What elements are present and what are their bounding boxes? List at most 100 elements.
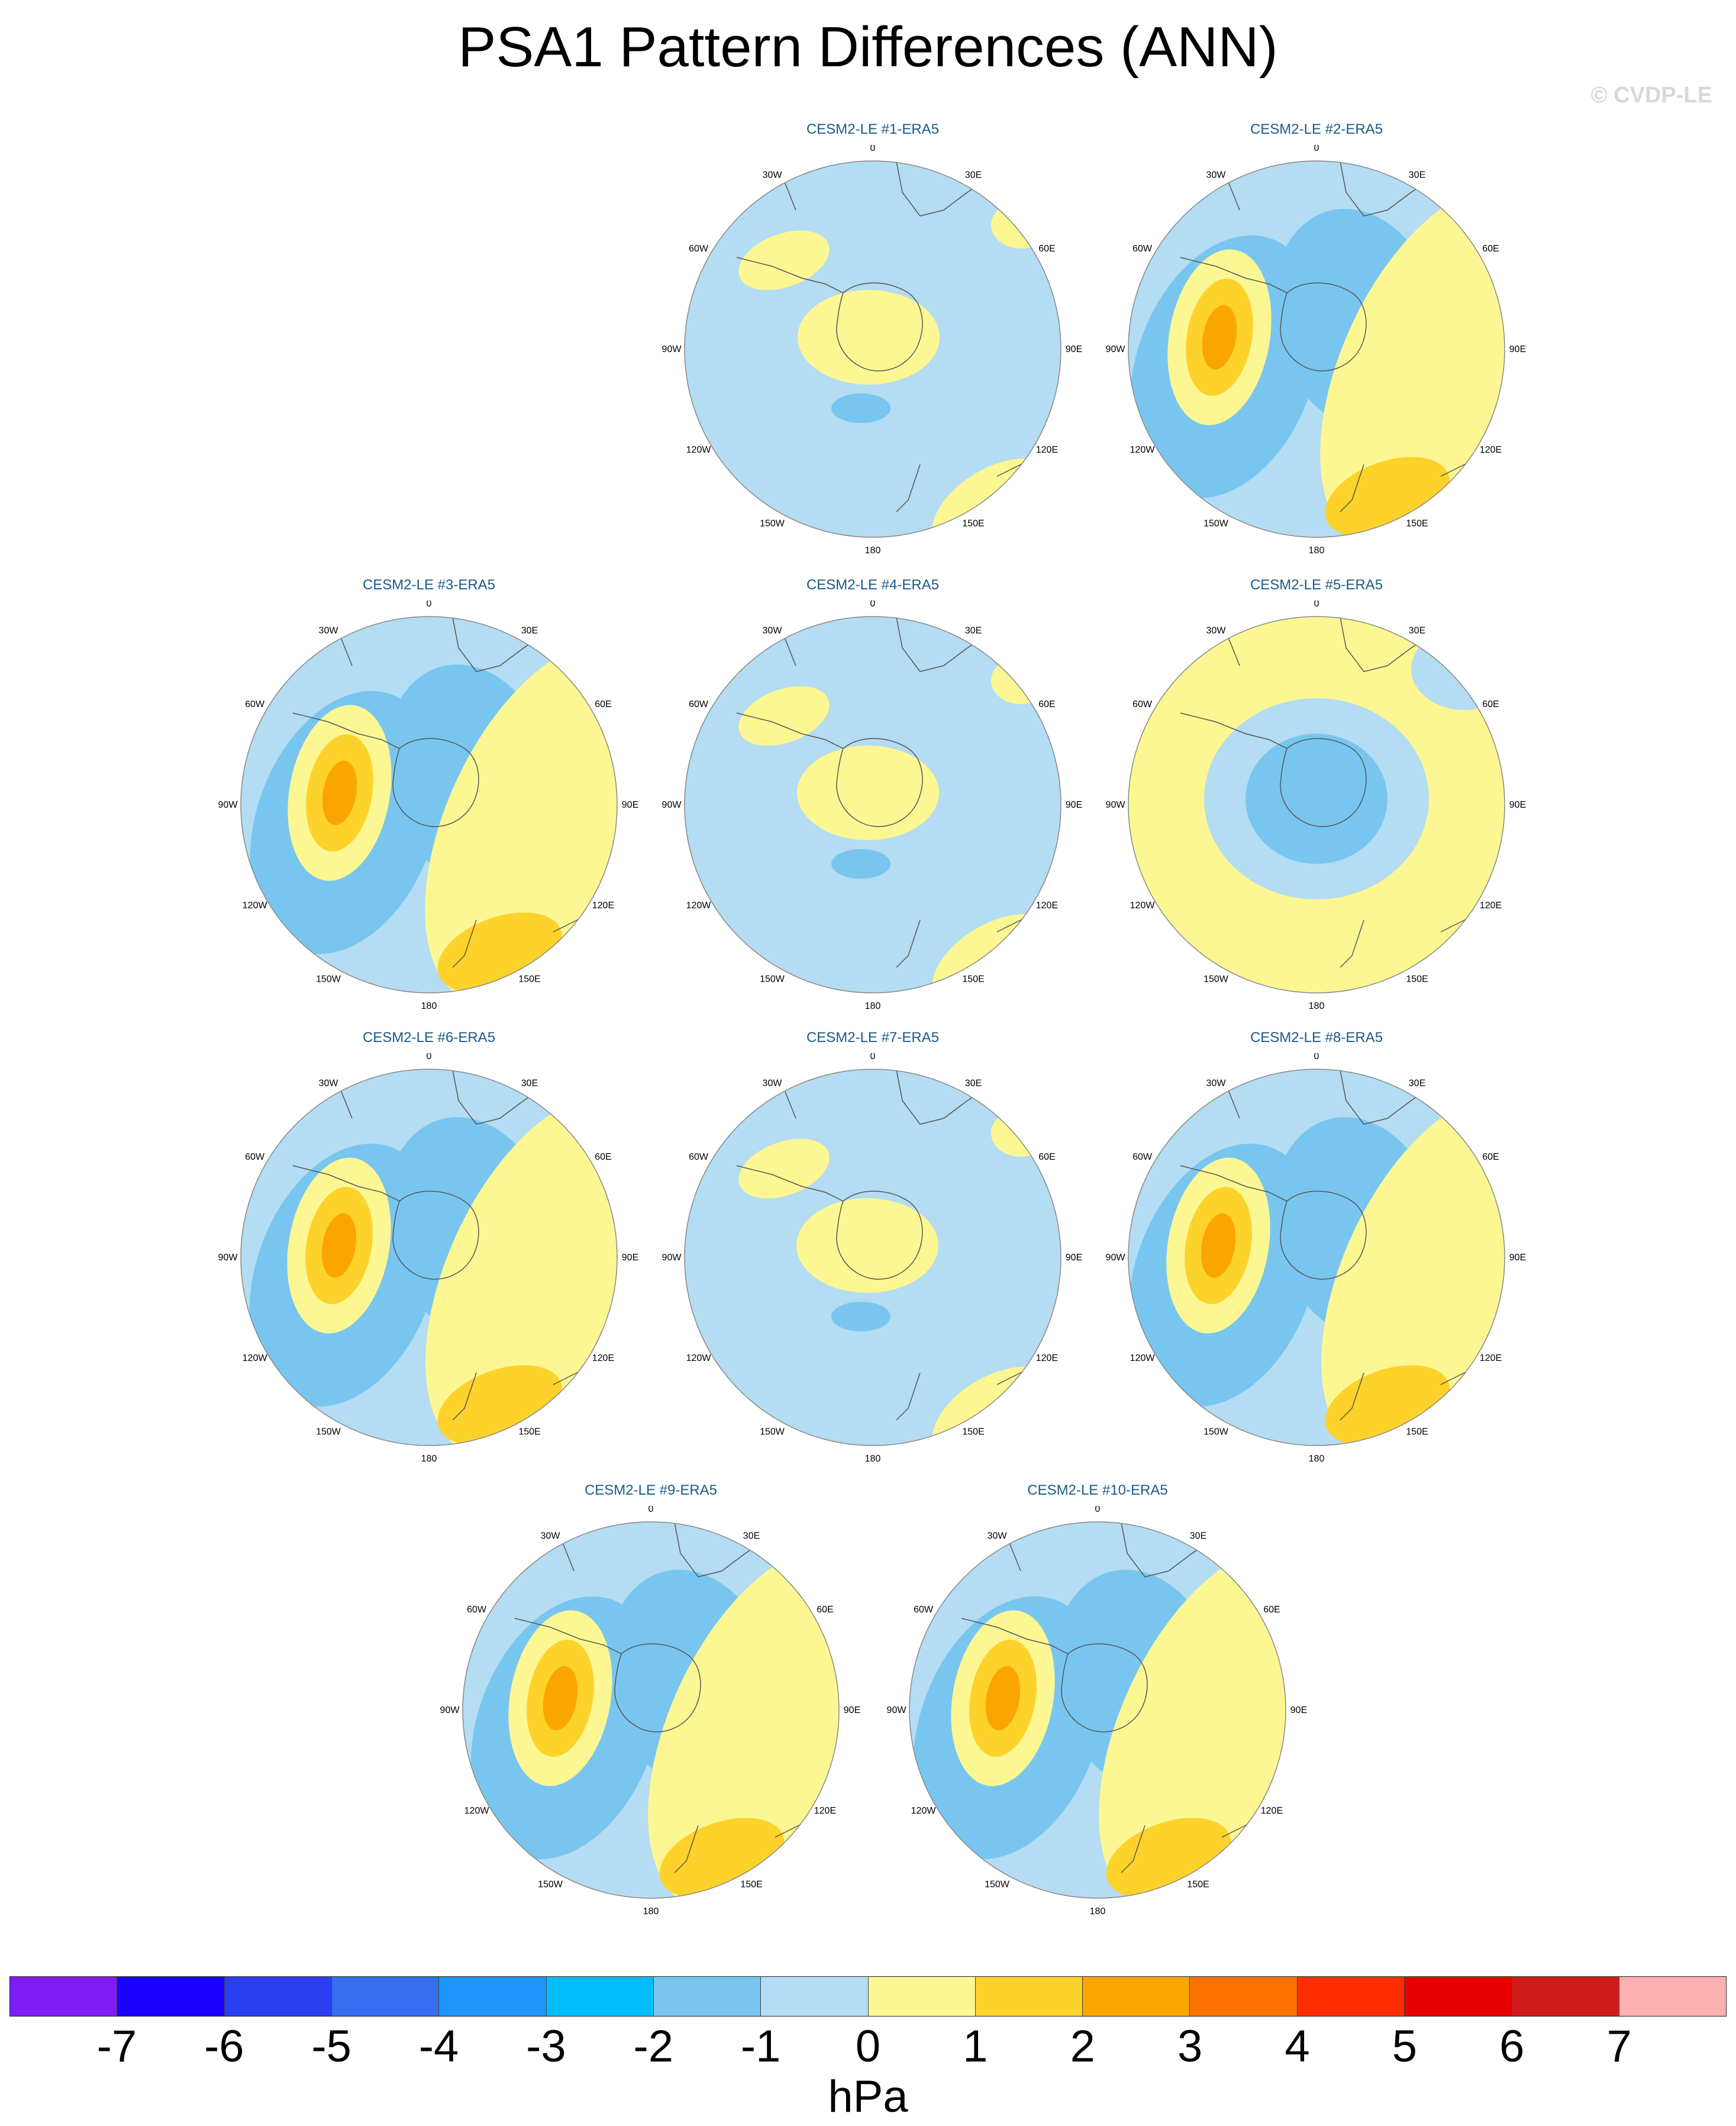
map-panel: CESM2-LE #6-ERA5 0 30E 60E 90E 120E 150E 180 150…: [210, 1030, 648, 1467]
longitude-label: 90W: [218, 800, 238, 810]
contour-region: [831, 1302, 890, 1331]
longitude-label: 120W: [686, 901, 712, 911]
longitude-label: 120E: [1036, 445, 1058, 455]
longitude-label: 30W: [988, 1531, 1008, 1541]
longitude-label: 150E: [1406, 518, 1428, 528]
longitude-label: 90E: [1509, 344, 1526, 354]
longitude-label: 180: [865, 1001, 881, 1011]
longitude-label: 60W: [1132, 699, 1153, 709]
colorbar-tick-label: 1: [963, 2021, 988, 2072]
polar-map: 0 30E 60E 90E 120E 150E 180 150W 120W 90W 60W 30W: [662, 145, 1083, 556]
polar-map: 0 30E 60E 90E 120E 150E 180 150W 120W 90W 60W 30W: [440, 1506, 861, 1917]
colorbar-cell: [1190, 1977, 1298, 2016]
longitude-label: 30E: [965, 1079, 982, 1089]
panel-title: CESM2-LE #1-ERA5: [806, 121, 940, 137]
longitude-label: 150E: [1187, 1879, 1209, 1889]
longitude-label: 150E: [518, 1427, 540, 1437]
colorbar-tick-label: 6: [1499, 2021, 1525, 2072]
colorbar-tick-label: 3: [1177, 2021, 1203, 2072]
longitude-label: 0: [427, 1053, 432, 1062]
longitude-label: 0: [427, 601, 432, 609]
polar-map: 0 30E 60E 90E 120E 150E 180 150W 120W 90W 60W 30W: [1106, 601, 1527, 1011]
map-panel: CESM2-LE #5-ERA5 0 30E 60E 90E 120E 150E 180 150…: [1098, 577, 1535, 1015]
longitude-label: 120W: [1130, 445, 1156, 455]
longitude-label: 120W: [243, 901, 268, 911]
longitude-label: 120W: [1130, 1353, 1156, 1363]
panel-title: CESM2-LE #2-ERA5: [1250, 121, 1383, 137]
longitude-label: 120W: [243, 1353, 268, 1363]
longitude-label: 150W: [1203, 974, 1229, 984]
longitude-label: 120E: [1480, 1353, 1502, 1363]
colorbar-cell: [224, 1977, 332, 2016]
longitude-label: 90W: [662, 1253, 682, 1263]
colorbar-units: hPa: [828, 2072, 908, 2122]
longitude-label: 90W: [218, 1253, 238, 1263]
figure-title: PSA1 Pattern Differences (ANN): [458, 15, 1278, 79]
contour-region: [738, 230, 830, 291]
longitude-label: 180: [643, 1906, 659, 1917]
contour-region: [322, 760, 357, 825]
colorbar-cell: [117, 1977, 225, 2016]
longitude-label: 180: [1309, 546, 1325, 556]
longitude-label: 30E: [1409, 626, 1425, 636]
longitude-label: 180: [421, 1454, 437, 1464]
antarctica-coastline: [836, 282, 923, 372]
longitude-label: 150E: [962, 1427, 984, 1437]
longitude-label: 150W: [538, 1879, 563, 1889]
colorbar-cell: [868, 1977, 976, 2016]
map-boundary: [909, 1521, 1286, 1899]
africa-coastline: [896, 1069, 986, 1125]
longitude-label: 150W: [316, 974, 341, 984]
longitude-label: 150E: [1406, 1427, 1428, 1437]
longitude-label: 30E: [1409, 1079, 1425, 1089]
colorbar-tick-label: 4: [1285, 2021, 1310, 2072]
colorbar-tick-label: -3: [526, 2021, 566, 2072]
longitude-label: 150W: [1203, 518, 1229, 528]
contour-region: [831, 393, 890, 423]
longitude-label: 60E: [1482, 244, 1499, 254]
contour-region: [831, 849, 890, 879]
longitude-label: 30E: [1190, 1531, 1206, 1541]
panel-title: CESM2-LE #5-ERA5: [1250, 577, 1383, 593]
colorbar-cell: [1512, 1977, 1619, 2016]
longitude-label: 120W: [911, 1806, 937, 1816]
longitude-label: 90E: [622, 800, 638, 810]
colorbar: [9, 1976, 1727, 2017]
longitude-label: 90W: [887, 1705, 907, 1715]
longitude-label: 60W: [245, 1152, 265, 1162]
contour-region: [991, 1109, 1050, 1157]
longitude-label: 90E: [1066, 800, 1082, 810]
longitude-label: 150W: [760, 518, 785, 528]
longitude-label: 30W: [1206, 626, 1227, 636]
colorbar-cell: [10, 1977, 118, 2016]
longitude-label: 90W: [1106, 344, 1126, 354]
longitude-label: 180: [421, 1001, 437, 1011]
contour-region: [991, 201, 1050, 249]
longitude-label: 60W: [689, 244, 709, 254]
africa-coastline: [1340, 161, 1430, 217]
antarctica-coastline: [1280, 282, 1367, 372]
contour-region: [738, 686, 830, 746]
colorbar-ticks: -7 -6 -5 -4 -3 -2 -1 0 1 2 3 4 5 6 7: [0, 2021, 1736, 2080]
map-panel: CESM2-LE #8-ERA5 0 30E 60E 90E 120E 150E 180 150…: [1098, 1030, 1535, 1467]
longitude-label: 90W: [1106, 800, 1126, 810]
antarctica-coastline: [1061, 1643, 1148, 1733]
longitude-label: 90W: [662, 800, 682, 810]
map-panel: CESM2-LE #3-ERA5 0 30E 60E 90E 120E 150E 180 150…: [210, 577, 648, 1015]
longitude-label: 180: [865, 546, 881, 556]
longitude-label: 150W: [316, 1427, 341, 1437]
contour-region: [1321, 1093, 1505, 1446]
longitude-label: 150E: [962, 974, 984, 984]
africa-coastline: [896, 617, 986, 672]
longitude-label: 120E: [1261, 1806, 1283, 1816]
longitude-label: 30W: [763, 626, 783, 636]
longitude-label: 0: [1314, 145, 1319, 153]
longitude-label: 0: [870, 145, 876, 153]
map-boundary: [1128, 1069, 1505, 1446]
panel-title: CESM2-LE #8-ERA5: [1250, 1030, 1383, 1046]
longitude-label: 60E: [817, 1605, 833, 1615]
longitude-label: 90E: [1509, 1253, 1526, 1263]
map-boundary: [462, 1521, 840, 1899]
longitude-label: 60W: [1132, 1152, 1153, 1162]
longitude-label: 60E: [1038, 1152, 1055, 1162]
